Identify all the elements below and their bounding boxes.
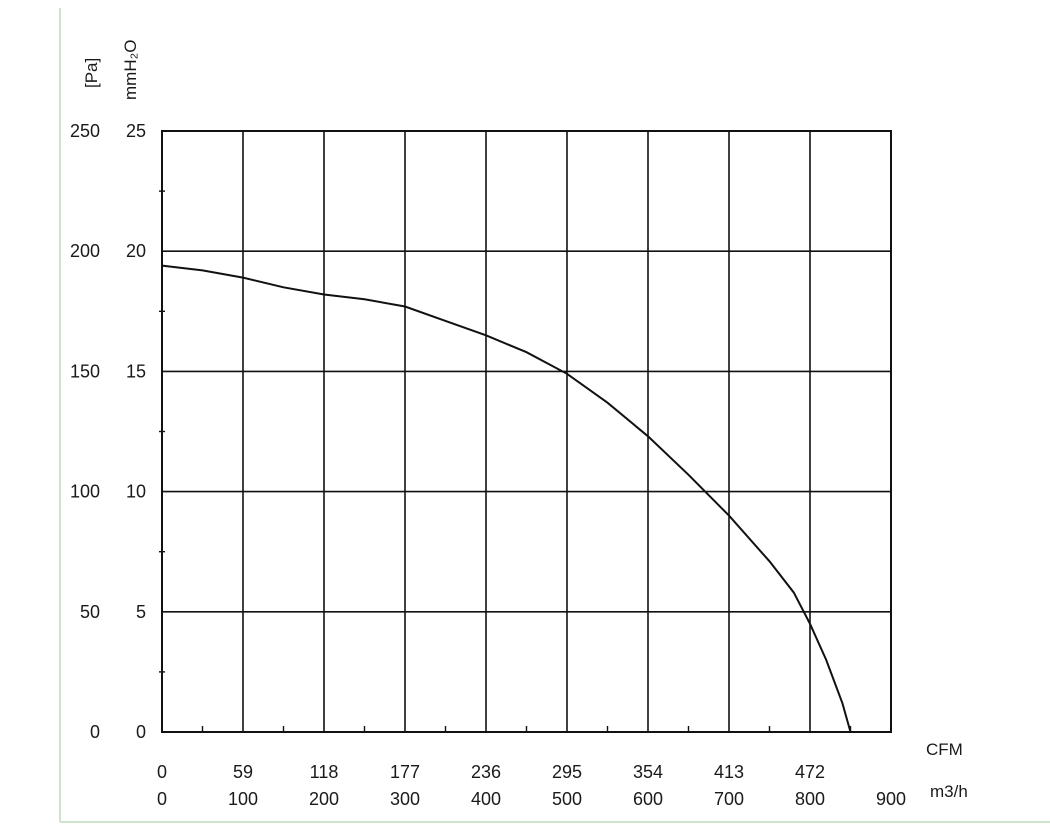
y-tick-label-mmh2o: 15 xyxy=(126,361,146,381)
x-tick-label-cfm: 236 xyxy=(471,762,501,782)
y-tick-label-pa: 100 xyxy=(70,482,100,502)
x-tick-label-m3h: 600 xyxy=(633,789,663,809)
x-tick-label-m3h: 400 xyxy=(471,789,501,809)
x-tick-label-cfm: 0 xyxy=(157,762,167,782)
x-tick-labels-m3h: 0 100 200 300 400 500 600 700 800 900 xyxy=(157,789,906,809)
x-tick-label-cfm: 354 xyxy=(633,762,663,782)
y-unit-mmh2o-label: mmH₂O xyxy=(121,40,140,100)
pressure-flow-curve xyxy=(161,264,852,733)
y-tick-label-mmh2o: 25 xyxy=(126,121,146,141)
y-tick-labels-mmh2o: 0 5 10 15 20 25 xyxy=(126,121,146,742)
x-tick-label-m3h: 0 xyxy=(157,789,167,809)
x-tick-labels-cfm: 0 59 118 177 236 295 354 413 472 xyxy=(157,762,825,782)
grid xyxy=(162,131,891,732)
x-tick-label-m3h: 100 xyxy=(228,789,258,809)
x-tick-label-cfm: 177 xyxy=(390,762,420,782)
plot-frame xyxy=(161,130,892,733)
x-tick-label-cfm: 413 xyxy=(714,762,744,782)
y-tick-label-mmh2o: 20 xyxy=(126,241,146,261)
y-tick-label-pa: 150 xyxy=(70,361,100,381)
y-tick-label-pa: 50 xyxy=(80,602,100,622)
x-tick-label-cfm: 118 xyxy=(310,762,339,782)
x-tick-label-m3h: 500 xyxy=(552,789,582,809)
y-tick-label-mmh2o: 5 xyxy=(136,602,146,622)
x-tick-label-m3h: 900 xyxy=(876,789,906,809)
y-tick-label-pa: 0 xyxy=(90,722,100,742)
x-unit-cfm-label: CFM xyxy=(926,740,963,759)
y-tick-label-mmh2o: 0 xyxy=(136,722,146,742)
y-unit-pa-label: [Pa] xyxy=(82,58,101,88)
y-tick-label-mmh2o: 10 xyxy=(126,482,146,502)
x-tick-label-cfm: 59 xyxy=(233,762,253,782)
x-tick-label-m3h: 200 xyxy=(309,789,339,809)
x-tick-label-m3h: 700 xyxy=(714,789,744,809)
y-tick-labels-pa: 0 50 100 150 200 250 xyxy=(70,121,100,742)
y-tick-label-pa: 250 xyxy=(70,121,100,141)
x-tick-label-m3h: 800 xyxy=(795,789,825,809)
y-tick-label-pa: 200 xyxy=(70,241,100,261)
x-unit-m3h-label: m3/h xyxy=(930,782,968,801)
x-tick-label-cfm: 295 xyxy=(552,762,582,782)
x-tick-label-m3h: 300 xyxy=(390,789,420,809)
x-tick-label-cfm: 472 xyxy=(795,762,825,782)
